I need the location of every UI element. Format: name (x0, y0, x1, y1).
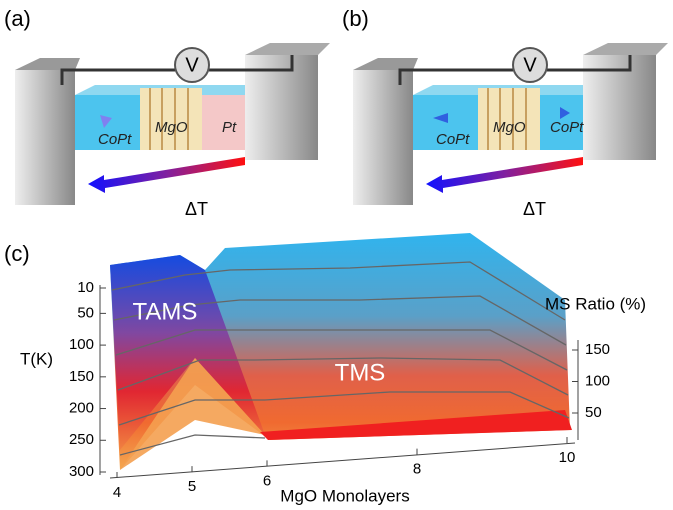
z-tick-label: 150 (585, 341, 610, 358)
t-axis-label: T(K) (20, 349, 53, 368)
panel-c: (c) TAMS TMS MgO Monolayers T(K) MS Rati… (4, 233, 646, 505)
block-top (353, 58, 418, 70)
layer-label: Pt (222, 119, 237, 136)
gradient-label: ΔT (185, 199, 208, 219)
spin-arrow (100, 115, 112, 128)
panel-b: (b) V CoPt MgO CoPt ΔT (342, 6, 668, 219)
panel-a: (a) V CoPt MgO Pt ΔT (4, 6, 330, 219)
t-tick-label: 150 (69, 368, 94, 385)
x-tick-label: 6 (263, 472, 271, 489)
wire (209, 55, 294, 72)
voltmeter-label: V (185, 54, 199, 76)
voltmeter-label: V (523, 54, 537, 76)
layer-label: CoPt (550, 119, 584, 136)
voltmeter (174, 47, 210, 83)
layer-label: MgO (155, 119, 188, 136)
region-label: TAMS (133, 298, 198, 325)
t-tick-label: 250 (69, 431, 94, 448)
gradient-arrow (426, 157, 583, 193)
region-label: TMS (335, 359, 386, 386)
left-block (15, 70, 75, 205)
layer-label: CoPt (98, 131, 132, 148)
block-top (15, 58, 80, 70)
x-tick-label: 4 (113, 484, 121, 501)
layer-copt (75, 95, 145, 150)
spin-arrow (560, 107, 570, 119)
t-tick-label: 10 (77, 279, 94, 296)
z-tick-label: 100 (585, 372, 610, 389)
z-tick-label: 50 (585, 404, 602, 421)
t-tick-label: 300 (69, 463, 94, 480)
t-tick-label: 50 (77, 304, 94, 321)
surface-tams (110, 255, 265, 450)
surface-front (120, 358, 265, 470)
voltmeter (512, 47, 548, 83)
x-axis-label: MgO Monolayers (280, 486, 409, 505)
gradient-arrow (88, 157, 245, 193)
panel-label: (c) (4, 241, 30, 266)
right-block (245, 55, 318, 160)
wire (547, 55, 632, 72)
x-tick-label: 5 (188, 478, 196, 495)
t-tick-label: 200 (69, 400, 94, 417)
layer-label: MgO (493, 119, 526, 136)
surface-grid (111, 261, 570, 456)
surface-floor (260, 410, 572, 440)
z-axis-label: MS Ratio (%) (545, 294, 646, 313)
wire (398, 68, 513, 85)
block-top (245, 43, 330, 55)
block-top (583, 43, 668, 55)
surface (110, 233, 570, 470)
spin-arrow (433, 113, 448, 123)
t-tick-label: 100 (69, 336, 94, 353)
right-block (583, 55, 656, 160)
panel-label: (b) (342, 6, 369, 31)
x-tick-label: 8 (413, 461, 421, 478)
left-block (353, 70, 413, 205)
wire (60, 68, 175, 85)
panel-label: (a) (4, 6, 31, 31)
x-tick-label: 10 (559, 449, 576, 466)
layer-label: CoPt (436, 131, 470, 148)
gradient-label: ΔT (523, 199, 546, 219)
x-axis (109, 442, 576, 479)
